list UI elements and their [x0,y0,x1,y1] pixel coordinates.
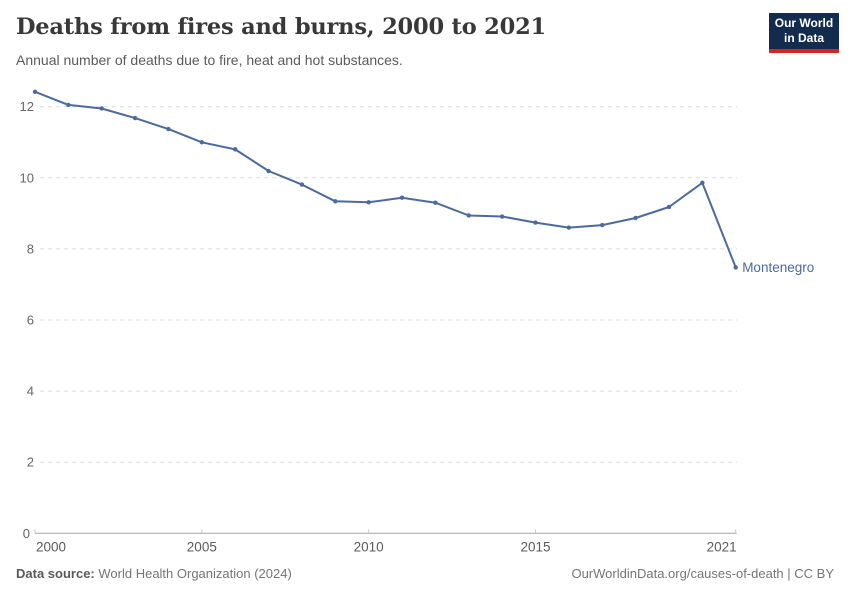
chart-title: Deaths from fires and burns, 2000 to 202… [16,14,546,40]
data-source-label: Data source: [16,566,95,581]
y-axis-tick-label: 0 [23,526,30,541]
y-axis-tick-label: 2 [27,455,34,470]
x-axis-tick-label: 2000 [36,539,66,554]
data-point-marker[interactable] [99,106,104,111]
y-axis-tick-label: 4 [27,384,34,399]
data-point-marker[interactable] [733,265,738,270]
data-point-marker[interactable] [433,200,438,205]
x-axis-tick-label: 2010 [354,539,384,554]
data-point-marker[interactable] [199,140,205,145]
data-point-marker[interactable] [266,168,271,174]
owid-logo-line2: in Data [783,31,824,45]
data-source: Data source: World Health Organization (… [16,566,292,581]
y-axis-tick-label: 10 [20,170,34,185]
chart-footer: Data source: World Health Organization (… [16,566,834,581]
owid-logo-line1: Our World [774,16,834,31]
x-axis-tick-label: 2005 [187,539,217,554]
data-point-marker[interactable] [666,204,672,210]
data-point-marker[interactable] [466,213,471,218]
data-point-marker[interactable] [366,200,371,205]
data-series-line[interactable] [34,90,737,269]
data-point-marker[interactable] [299,182,305,187]
owid-logo[interactable]: Our World in Data [769,13,839,53]
data-point-marker[interactable] [700,180,705,185]
data-point-marker[interactable] [399,195,405,200]
y-axis-tick-label: 12 [20,99,34,114]
x-axis-tick-label: 2015 [520,539,550,554]
data-point-marker[interactable] [32,89,38,94]
data-point-marker[interactable] [633,215,638,221]
x-axis-tick-label: 2021 [707,539,737,554]
data-point-marker[interactable] [166,126,171,132]
credit-link[interactable]: OurWorldinData.org/causes-of-death | CC … [571,566,834,581]
owid-logo-text: Our World in Data [769,13,839,49]
data-point-marker[interactable] [533,220,538,225]
entity-label[interactable]: Montenegro [742,260,814,275]
data-point-marker[interactable] [132,115,138,121]
data-point-marker[interactable] [66,102,71,108]
y-axis-tick-label: 8 [27,241,34,256]
data-point-marker[interactable] [566,225,572,230]
owid-logo-red-bar [769,49,839,53]
data-point-marker[interactable] [600,222,605,228]
chart-subtitle: Annual number of deaths due to fire, hea… [16,52,403,68]
data-point-marker[interactable] [499,214,505,219]
y-axis-tick-label: 6 [27,313,34,328]
data-point-marker[interactable] [233,147,238,152]
data-source-value: World Health Organization (2024) [98,566,292,581]
data-point-marker[interactable] [333,199,338,204]
